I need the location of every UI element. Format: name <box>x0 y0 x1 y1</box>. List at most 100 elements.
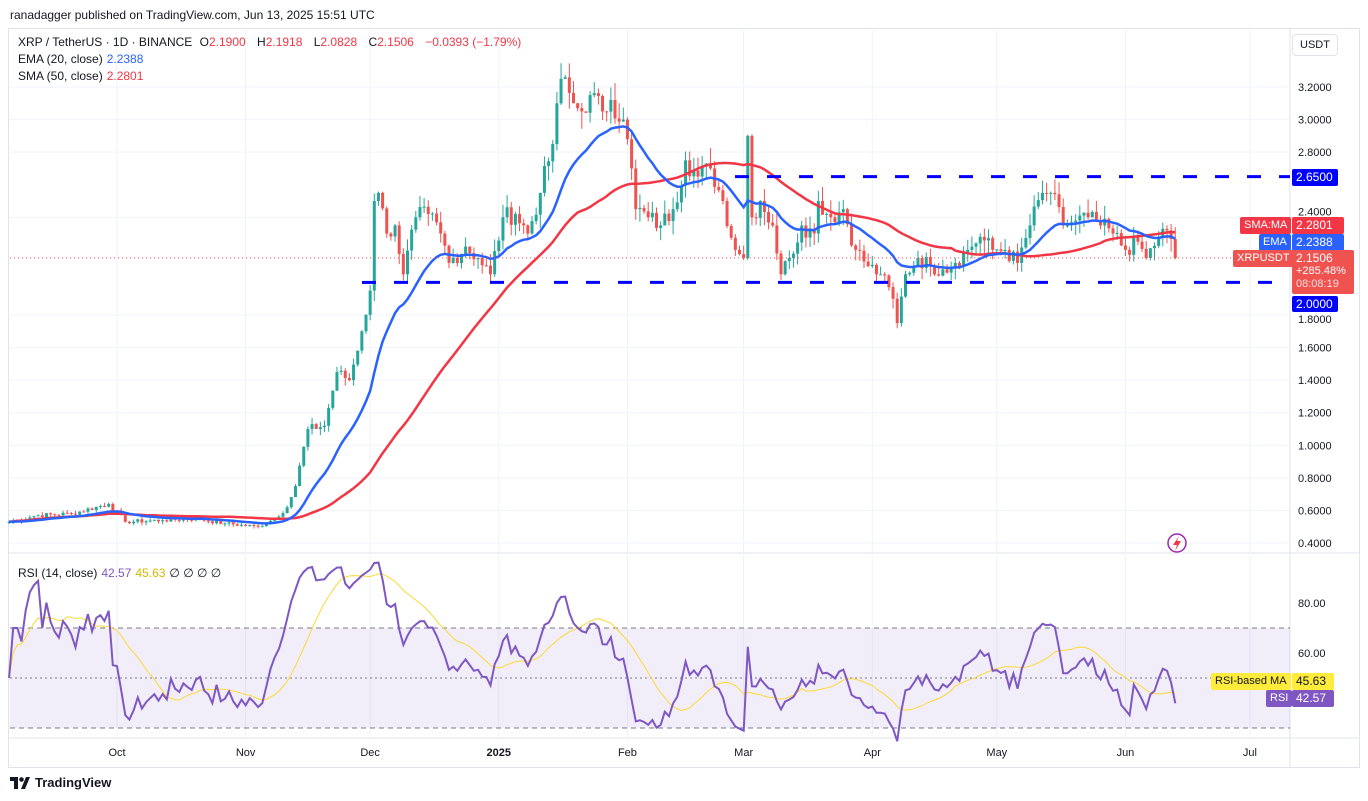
candle-down <box>90 508 94 510</box>
candle-down <box>762 200 766 213</box>
candle-down <box>1136 235 1140 242</box>
candle-up <box>414 217 418 230</box>
candle-down <box>480 257 484 266</box>
candle-down <box>957 262 961 267</box>
low-label: L <box>313 35 321 49</box>
candle-down <box>347 377 351 381</box>
candle-up <box>663 213 667 226</box>
candle-up <box>995 249 999 251</box>
candle-down <box>509 207 513 225</box>
candle-down <box>845 209 849 225</box>
candle-down <box>1045 192 1049 194</box>
candle-down <box>1169 230 1173 239</box>
candle-down <box>696 170 700 177</box>
time-tick-label: Apr <box>864 747 881 759</box>
candle-down <box>231 522 235 525</box>
candle-down <box>219 520 223 524</box>
candle-down <box>642 207 646 212</box>
flash-icon-ring <box>1167 533 1187 553</box>
candle-up <box>132 521 136 524</box>
candle-down <box>206 520 210 522</box>
candle-down <box>1111 228 1115 234</box>
candle-down <box>891 287 895 299</box>
candle-up <box>459 253 463 264</box>
sma-price-tag: 2.2801 <box>1292 217 1344 234</box>
candle-down <box>708 163 712 169</box>
candle-up <box>962 252 966 267</box>
candle-up <box>1028 225 1032 238</box>
candle-up <box>136 519 140 522</box>
candle-down <box>1123 245 1127 250</box>
candle-up <box>152 519 156 521</box>
candle-down <box>584 111 588 113</box>
price-tick-label: 1.8000 <box>1298 314 1332 326</box>
time-tick-label: Mar <box>734 747 753 759</box>
candle-down <box>655 212 658 228</box>
time-tick-label: Nov <box>236 747 256 759</box>
candle-down <box>771 222 775 226</box>
candle-down <box>111 503 115 511</box>
candle-down <box>991 238 995 250</box>
candle-up <box>264 523 268 527</box>
price-tick-label: 3.2000 <box>1298 82 1332 94</box>
ema-label: EMA (20, close) <box>18 52 103 66</box>
candle-down <box>717 186 721 191</box>
candle-down <box>874 264 878 275</box>
candle-down <box>625 119 629 140</box>
candle-up <box>899 296 903 324</box>
rsi-tick-label: 80.00 <box>1298 598 1326 610</box>
candle-down <box>833 217 837 223</box>
candle-up <box>107 503 111 507</box>
candle-down <box>596 93 600 97</box>
candle-up <box>240 524 243 526</box>
rsi-tick-label: 60.00 <box>1298 648 1326 660</box>
candle-up <box>924 256 928 269</box>
tradingview-logo-icon <box>10 776 30 789</box>
candle-up <box>621 119 625 122</box>
candle-down <box>53 514 57 516</box>
sma-name-tag: SMA:MA <box>1240 217 1292 234</box>
candle-down <box>1173 238 1177 258</box>
candle-down <box>850 224 854 246</box>
candle-down <box>1086 212 1090 218</box>
rsi-legend[interactable]: RSI (14, close) 42.57 45.63 ∅ ∅ ∅ ∅ <box>18 566 225 580</box>
candle-up <box>808 228 812 238</box>
ema-legend[interactable]: EMA (20, close) 2.2388 <box>18 52 147 66</box>
candle-up <box>339 370 343 372</box>
candle-down <box>572 92 575 104</box>
candle-down <box>484 265 488 267</box>
tradingview-logo[interactable]: TradingView <box>10 775 111 790</box>
candle-up <box>476 257 480 260</box>
candle-down <box>443 233 447 246</box>
low-value: 2.0828 <box>320 35 358 49</box>
currency-button[interactable]: USDT <box>1292 34 1338 56</box>
candle-down <box>1128 249 1132 255</box>
open-value: 2.1900 <box>208 35 246 49</box>
close-label: C <box>368 35 378 49</box>
candle-up <box>1115 232 1119 234</box>
candle-up <box>679 185 683 203</box>
candle-up <box>285 507 289 514</box>
candle-up <box>215 520 219 524</box>
candle-up <box>791 253 795 258</box>
candle-down <box>738 249 741 255</box>
candle-up <box>1074 220 1078 223</box>
candle-down <box>1053 192 1057 195</box>
sma-legend[interactable]: SMA (50, close) 2.2801 <box>18 69 147 83</box>
flash-icon[interactable] <box>1167 533 1187 553</box>
candle-up <box>796 242 800 254</box>
candle-up <box>493 251 497 275</box>
price-tick-label: 0.6000 <box>1298 505 1332 517</box>
price-tick-label: 1.6000 <box>1298 343 1332 355</box>
candle-up <box>1049 192 1053 194</box>
candle-down <box>883 274 887 276</box>
candle-up <box>563 77 567 79</box>
candle-down <box>140 519 144 523</box>
candle-down <box>522 223 526 226</box>
candle-up <box>86 508 90 512</box>
candle-down <box>775 225 779 254</box>
candles <box>7 63 1177 529</box>
candle-down <box>65 512 69 514</box>
candle-up <box>1090 211 1094 218</box>
